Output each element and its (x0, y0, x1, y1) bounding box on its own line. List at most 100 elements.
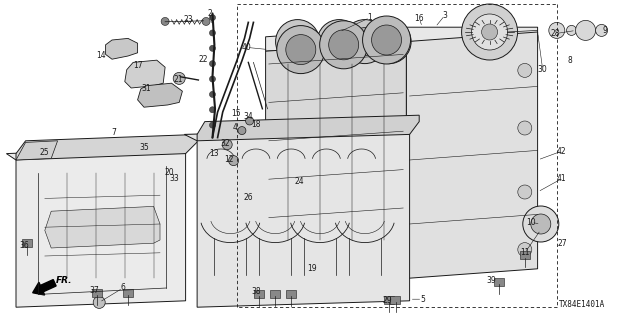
Circle shape (518, 243, 532, 257)
Bar (254, 290, 264, 298)
Circle shape (482, 24, 498, 40)
Text: 17: 17 (132, 61, 143, 70)
Text: 19: 19 (307, 264, 317, 273)
Text: 18: 18 (252, 120, 260, 129)
Circle shape (367, 20, 411, 64)
Text: 24: 24 (294, 177, 305, 186)
Circle shape (461, 4, 518, 60)
Polygon shape (197, 115, 419, 141)
Bar (92, 289, 102, 297)
Circle shape (209, 15, 216, 20)
Circle shape (374, 209, 388, 223)
Circle shape (161, 17, 169, 25)
Text: 34: 34 (243, 112, 253, 121)
Circle shape (596, 24, 607, 36)
Polygon shape (406, 32, 538, 278)
Text: 23: 23 (184, 15, 194, 24)
Circle shape (313, 219, 327, 233)
Circle shape (209, 30, 216, 36)
Text: 30: 30 (538, 65, 548, 74)
Text: 21: 21 (173, 75, 182, 84)
Text: 42: 42 (557, 147, 567, 156)
Circle shape (325, 28, 353, 56)
Polygon shape (266, 42, 406, 288)
Text: 5: 5 (420, 295, 425, 304)
Text: 6: 6 (120, 284, 125, 292)
Text: 16: 16 (414, 14, 424, 23)
Text: 41: 41 (557, 174, 567, 183)
Text: 2: 2 (207, 9, 212, 18)
Text: 40: 40 (241, 43, 252, 52)
Text: 11: 11 (520, 248, 529, 257)
Text: 38: 38 (251, 287, 261, 296)
Text: 37: 37 (90, 286, 100, 295)
Bar (384, 296, 394, 304)
Circle shape (362, 16, 411, 64)
Circle shape (173, 72, 185, 84)
Circle shape (202, 17, 210, 25)
Circle shape (209, 76, 216, 82)
Circle shape (222, 140, 232, 150)
Polygon shape (106, 38, 138, 59)
Text: 39: 39 (486, 276, 497, 285)
Text: 1: 1 (367, 13, 372, 22)
Circle shape (286, 35, 316, 65)
Text: FR.: FR. (56, 276, 72, 285)
Circle shape (209, 92, 216, 97)
FancyArrow shape (33, 280, 56, 295)
Circle shape (369, 204, 394, 228)
Bar (270, 290, 280, 298)
Text: 13: 13 (209, 149, 220, 158)
Circle shape (566, 25, 577, 36)
Circle shape (276, 20, 319, 64)
Circle shape (209, 107, 216, 113)
Text: 31: 31 (141, 84, 151, 93)
Circle shape (308, 214, 332, 237)
Circle shape (351, 28, 379, 56)
Circle shape (93, 296, 105, 308)
Circle shape (276, 26, 324, 74)
Circle shape (329, 30, 358, 60)
Bar (22, 239, 32, 247)
Polygon shape (184, 128, 410, 307)
Polygon shape (266, 27, 538, 51)
Circle shape (343, 20, 387, 64)
Text: 29: 29 (382, 296, 392, 305)
Circle shape (209, 45, 216, 51)
Circle shape (344, 214, 358, 228)
Circle shape (317, 20, 361, 64)
Circle shape (518, 63, 532, 77)
Text: 7: 7 (111, 128, 116, 137)
Circle shape (284, 28, 312, 56)
Text: 36: 36 (19, 241, 29, 250)
Polygon shape (16, 134, 198, 160)
Circle shape (339, 209, 363, 233)
Bar (286, 290, 296, 298)
Text: 3: 3 (442, 11, 447, 20)
Bar (494, 278, 504, 286)
Circle shape (280, 223, 294, 237)
Circle shape (238, 126, 246, 134)
Text: 33: 33 (169, 174, 179, 183)
Bar (390, 296, 401, 304)
Text: 12: 12 (225, 156, 234, 164)
Circle shape (518, 121, 532, 135)
Text: 27: 27 (557, 239, 567, 248)
Text: 4: 4 (233, 124, 238, 132)
Circle shape (228, 156, 239, 166)
Polygon shape (16, 141, 58, 160)
Text: TX84E1401A: TX84E1401A (559, 300, 605, 309)
Circle shape (575, 20, 596, 40)
Text: 8: 8 (567, 56, 572, 65)
Circle shape (209, 122, 216, 128)
Text: 14: 14 (96, 52, 106, 60)
Text: 15: 15 (230, 109, 241, 118)
Text: 35: 35 (139, 143, 149, 152)
Polygon shape (138, 83, 182, 107)
Circle shape (531, 214, 551, 234)
Circle shape (548, 22, 564, 38)
Circle shape (209, 61, 216, 67)
Circle shape (275, 218, 299, 243)
Polygon shape (125, 60, 165, 88)
Text: 22: 22 (199, 55, 208, 64)
